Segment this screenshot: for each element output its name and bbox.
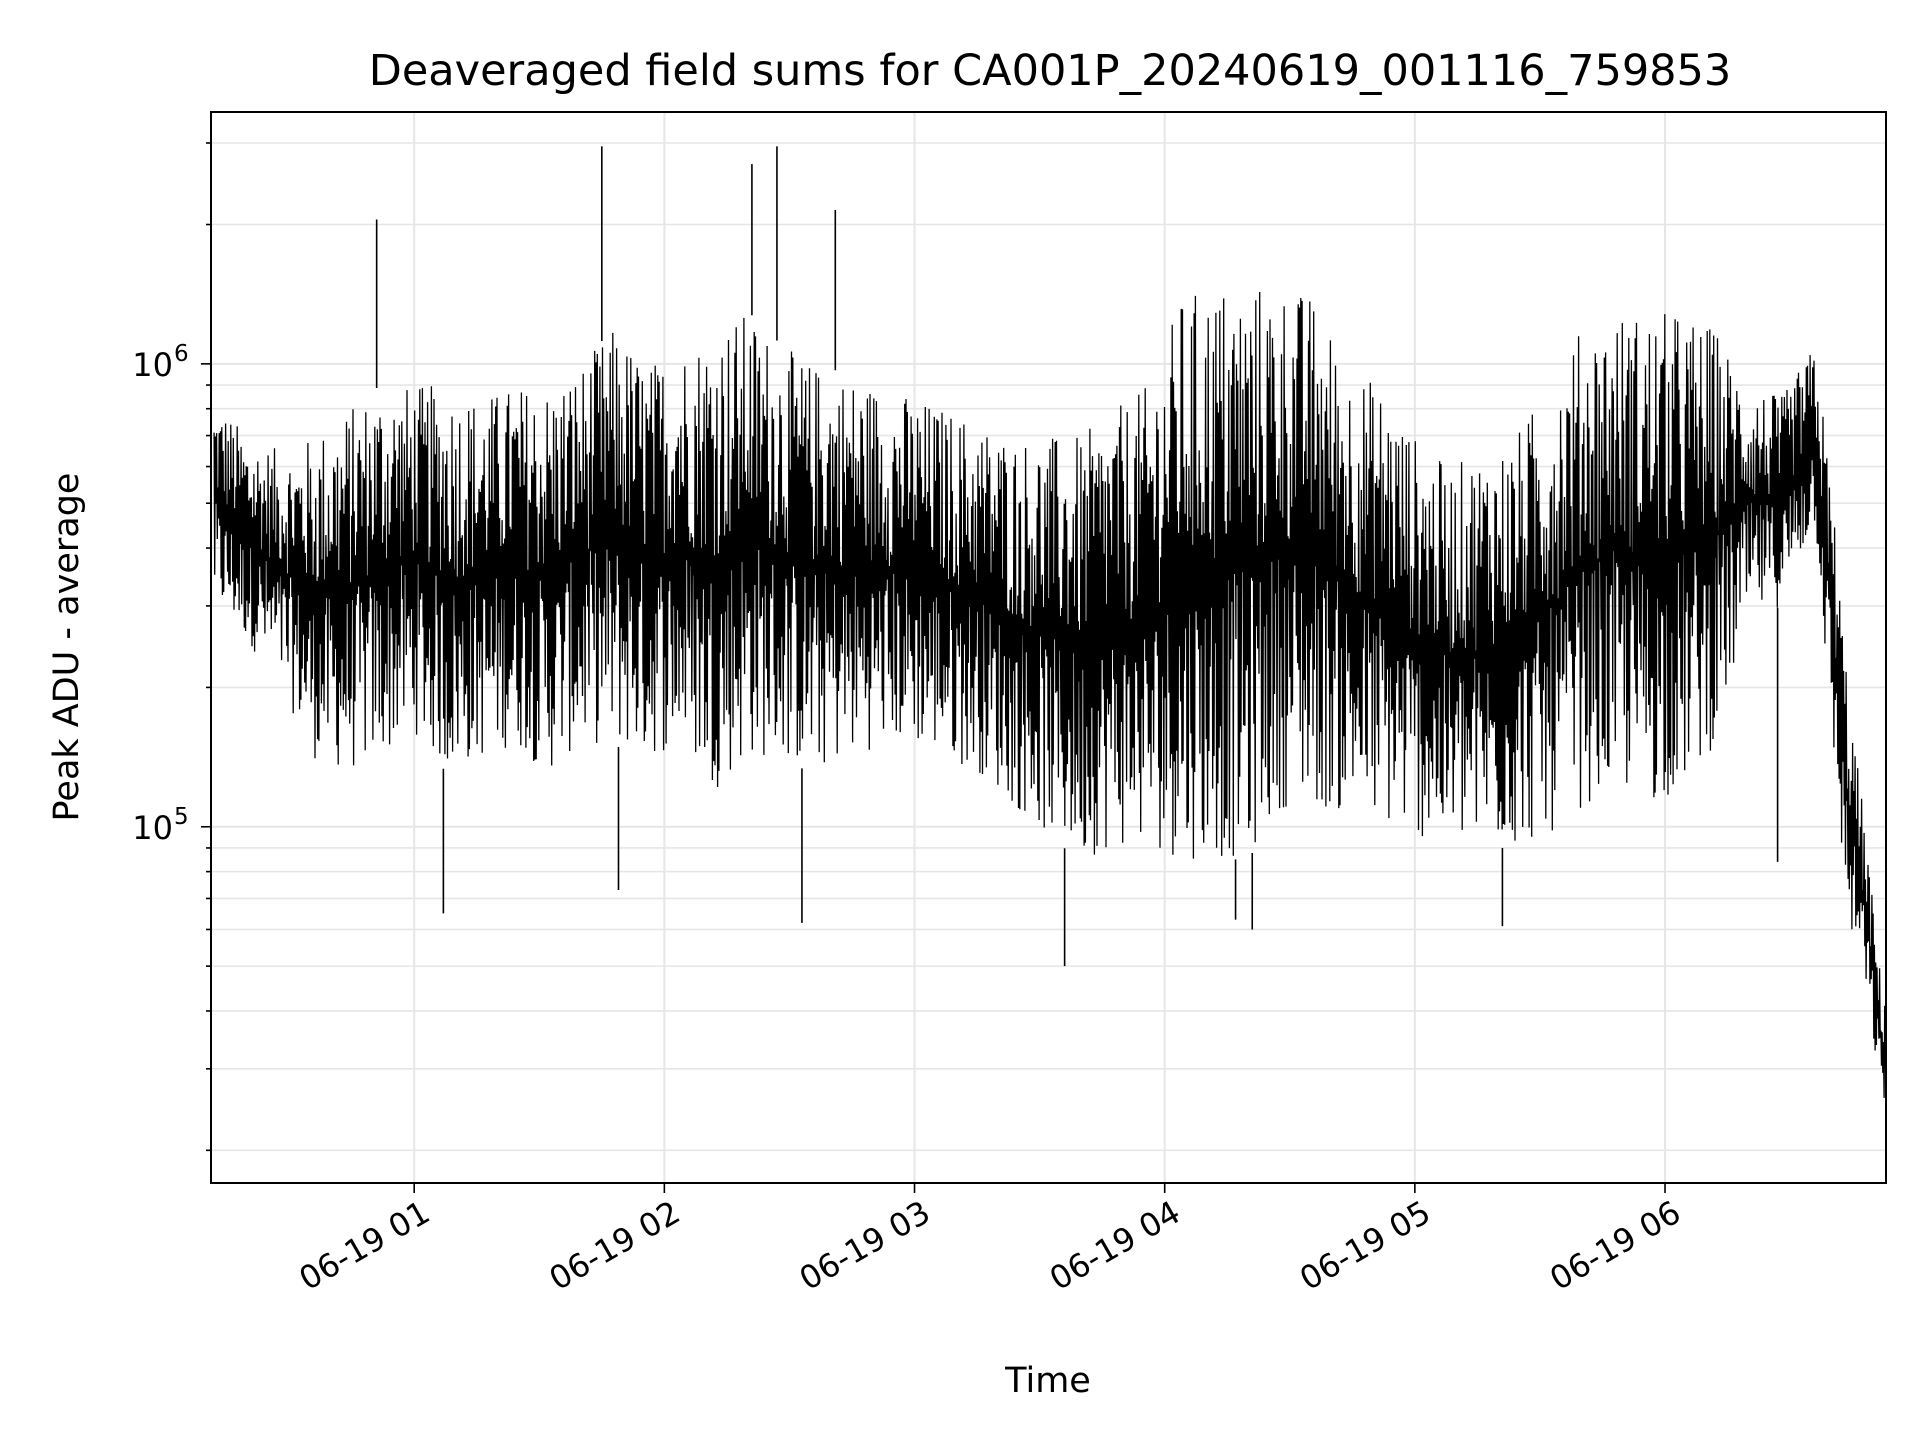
y-tick-label-exponent: 5 <box>174 804 189 830</box>
y-tick-label: 10 <box>132 346 173 384</box>
plot-frame <box>210 111 1887 1184</box>
y-tick-label-exponent: 6 <box>174 341 189 367</box>
y-tick-label: 10 <box>132 809 173 847</box>
chart-title: Deaveraged field sums for CA001P_2024061… <box>369 46 1732 96</box>
y-axis-label: Peak ADU - average <box>47 473 87 822</box>
series-line <box>213 291 1887 1098</box>
series-group <box>213 146 1887 1098</box>
x-axis-label: Time <box>1004 1361 1091 1401</box>
